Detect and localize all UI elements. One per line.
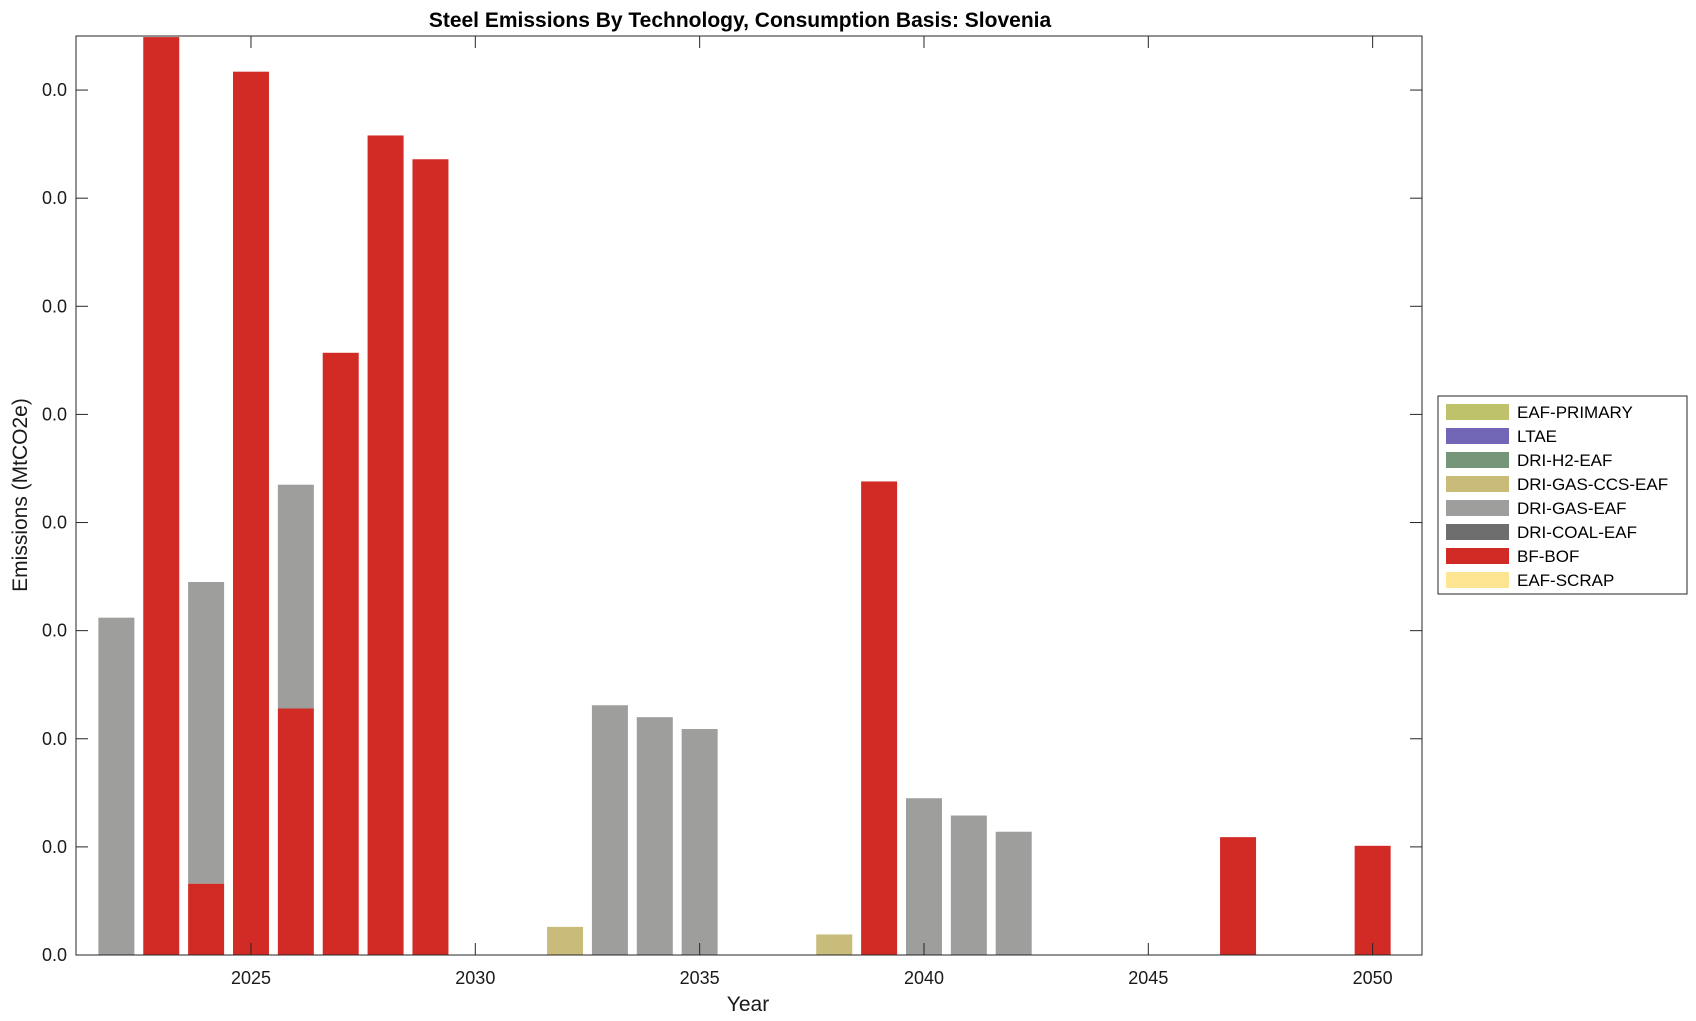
- legend-label-eaf-scrap: EAF-SCRAP: [1517, 571, 1614, 590]
- bar-dri-gas-ccs-eaf-2038: [816, 934, 853, 955]
- x-tick-label: 2045: [1128, 968, 1168, 988]
- y-axis-label: Emissions (MtCO2e): [9, 398, 32, 592]
- x-tick-label: 2030: [455, 968, 495, 988]
- bar-bf-bof-2025: [232, 71, 269, 956]
- y-tick-label: 0.0: [42, 404, 67, 424]
- legend-swatch-eaf-primary: [1446, 404, 1509, 420]
- legend-label-dri-gas-eaf: DRI-GAS-EAF: [1517, 499, 1627, 518]
- axis-ticks: 0.0 0.0 0.0 0.0 0.0 0.0 0.0 0.0 0.0 2025 2030 2035 2…: [42, 36, 1422, 988]
- x-axis-label: Year: [727, 993, 769, 1016]
- bar-dri-gas-ccs-eaf-2032: [547, 926, 584, 955]
- bar-dri-gas-eaf-2035: [681, 729, 718, 955]
- legend-label-ltae: LTAE: [1517, 427, 1557, 446]
- y-tick-label: 0.0: [42, 729, 67, 749]
- y-tick-label: 0.0: [42, 188, 67, 208]
- x-tick-label: 2050: [1353, 968, 1393, 988]
- legend-label-dri-coal-eaf: DRI-COAL-EAF: [1517, 523, 1637, 542]
- y-tick-label: 0.0: [42, 621, 67, 641]
- y-tick-label: 0.0: [42, 945, 67, 965]
- y-tick-label: 0.0: [42, 513, 67, 533]
- bar-dri-gas-eaf-2040: [905, 798, 942, 955]
- x-tick-label: 2035: [680, 968, 720, 988]
- bar-bf-bof-2024: [188, 883, 225, 955]
- bar-dri-gas-eaf-2024: [188, 581, 225, 884]
- legend-label-bf-bof: BF-BOF: [1517, 547, 1579, 566]
- y-tick-label: 0.0: [42, 837, 67, 857]
- bar-dri-gas-eaf-2041: [950, 815, 987, 955]
- bar-dri-gas-eaf-2042: [995, 831, 1032, 955]
- y-tick-label: 0.0: [42, 80, 67, 100]
- legend-label-dri-gas-ccs-eaf: DRI-GAS-CCS-EAF: [1517, 475, 1668, 494]
- bar-bf-bof-2026: [277, 708, 314, 955]
- bar-bf-bof-2028: [367, 135, 404, 956]
- legend-swatch-eaf-scrap: [1446, 572, 1509, 588]
- x-tick-label: 2040: [904, 968, 944, 988]
- bars-group: [98, 37, 1391, 956]
- legend-swatch-dri-coal-eaf: [1446, 524, 1509, 540]
- bar-bf-bof-2027: [322, 352, 359, 955]
- x-tick-label: 2025: [231, 968, 271, 988]
- bar-dri-gas-eaf-2026: [277, 484, 314, 709]
- bar-dri-gas-eaf-2033: [591, 705, 628, 955]
- legend: EAF-PRIMARY LTAE DRI-H2-EAF DRI-GAS-CCS-EAF…: [1437, 395, 1688, 595]
- bar-dri-gas-eaf-2022: [98, 617, 135, 955]
- legend-swatch-bf-bof: [1446, 548, 1509, 564]
- y-tick-label: 0.0: [42, 296, 67, 316]
- plot-area-frame: [75, 35, 1423, 956]
- legend-label-dri-h2-eaf: DRI-H2-EAF: [1517, 451, 1612, 470]
- bar-bf-bof-2023: [143, 37, 180, 955]
- legend-swatch-dri-gas-eaf: [1446, 500, 1509, 516]
- legend-swatch-dri-gas-ccs-eaf: [1446, 476, 1509, 492]
- bar-dri-gas-eaf-2034: [636, 717, 673, 955]
- legend-swatch-ltae: [1446, 428, 1509, 444]
- chart-title: Steel Emissions By Technology, Consumpti…: [429, 9, 1052, 32]
- bar-bf-bof-2029: [412, 159, 449, 955]
- legend-label-eaf-primary: EAF-PRIMARY: [1517, 403, 1633, 422]
- legend-swatch-dri-h2-eaf: [1446, 452, 1509, 468]
- bar-bf-bof-2039: [861, 481, 898, 955]
- bar-bf-bof-2047: [1220, 837, 1257, 955]
- bar-bf-bof-2050: [1354, 845, 1391, 955]
